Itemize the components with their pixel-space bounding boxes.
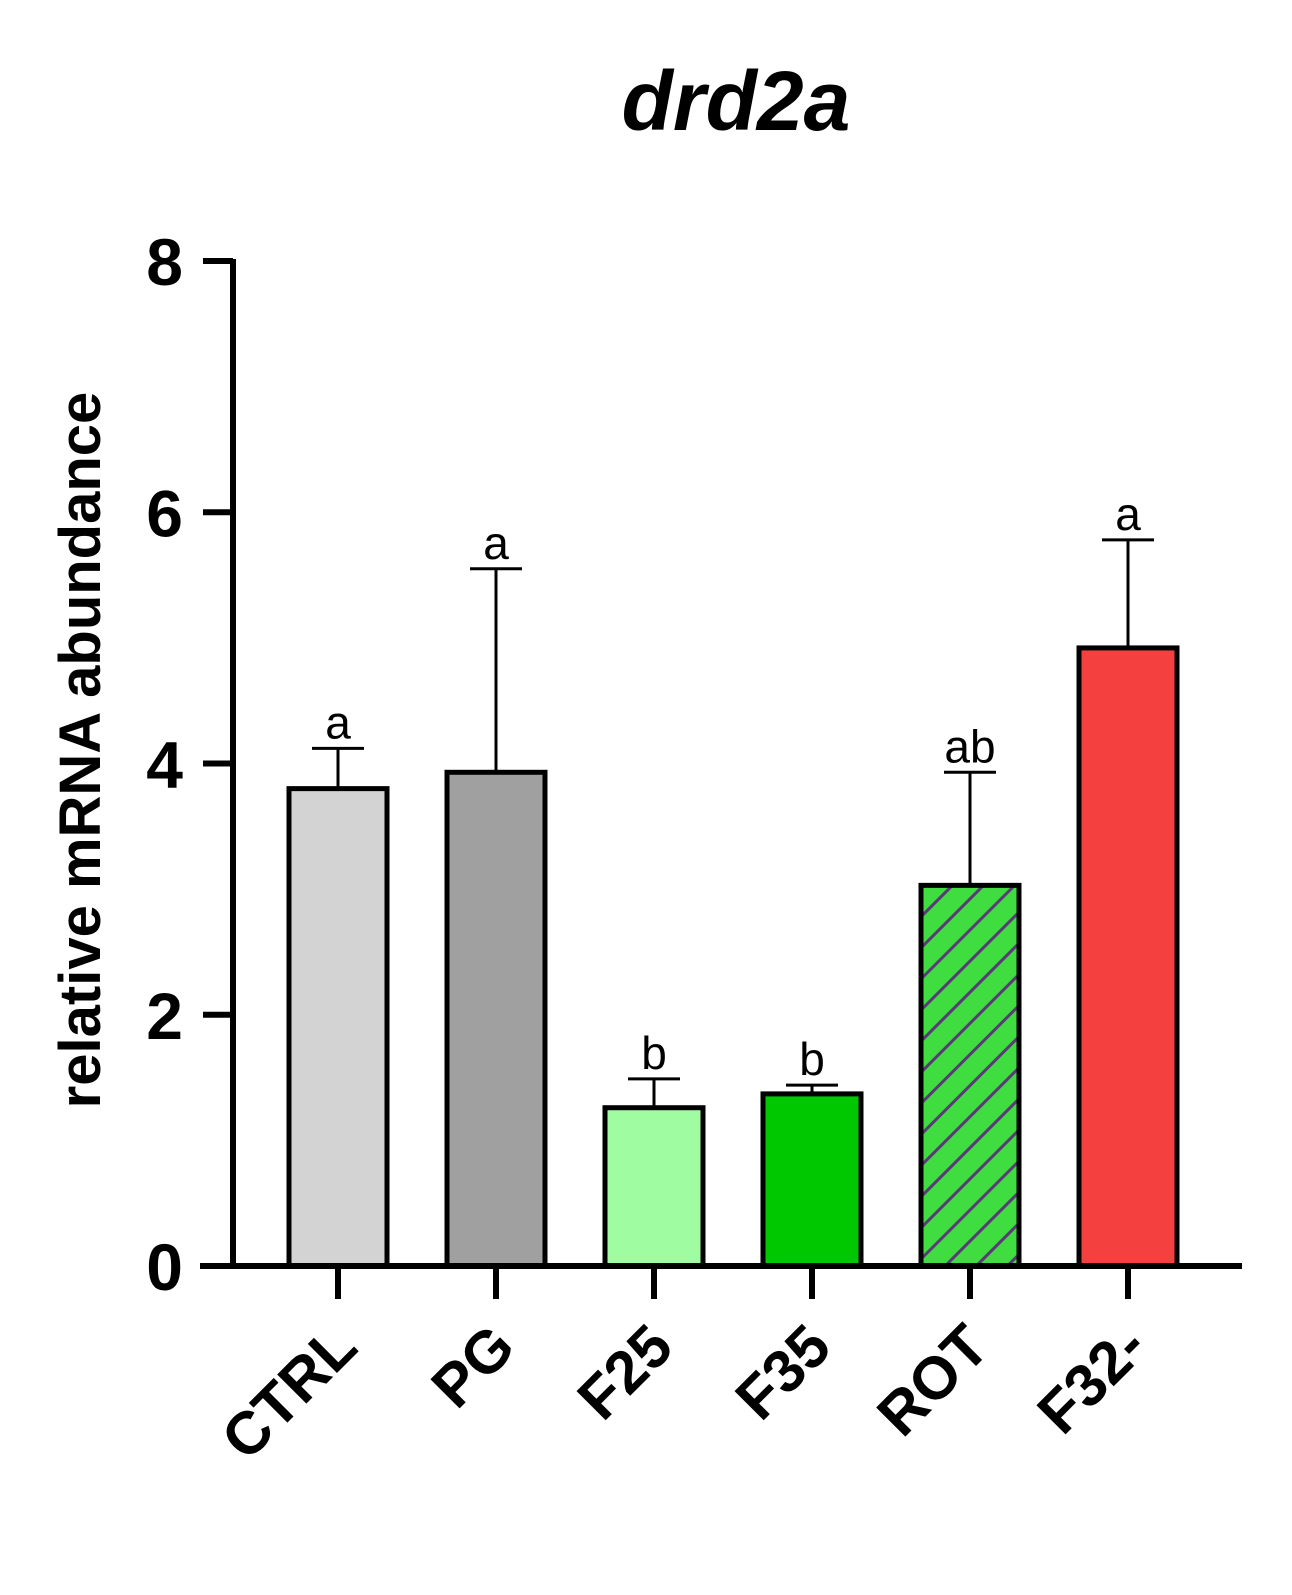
x-tick-label: F32- <box>1025 1312 1160 1447</box>
y-tick-label: 8 <box>146 225 183 299</box>
y-tick-label: 2 <box>146 979 183 1053</box>
significance-label: a <box>1115 488 1141 540</box>
y-tick-label: 4 <box>146 728 183 802</box>
y-tick-label: 0 <box>146 1230 183 1304</box>
x-ticks-layer: CTRL PG F25 F35 ROT F32- <box>209 1266 1159 1472</box>
y-tick-label: 6 <box>146 476 183 550</box>
significance-label: a <box>325 696 351 748</box>
significance-label: ab <box>944 720 995 772</box>
bars-layer <box>286 645 1180 1269</box>
x-tick-label: F25 <box>565 1312 685 1432</box>
bar-f32 <box>1076 645 1180 1269</box>
chart-title: drd2a <box>622 54 851 148</box>
significance-label: a <box>483 517 509 569</box>
x-tick-label: F35 <box>723 1312 843 1432</box>
x-tick-label: ROT <box>864 1312 1001 1449</box>
bar-rot <box>918 882 1022 1269</box>
bar-f35 <box>760 1091 864 1269</box>
x-tick-label: PG <box>419 1312 528 1421</box>
significance-label: b <box>799 1033 825 1085</box>
significance-label: b <box>641 1027 667 1079</box>
y-axis-label: relative mRNA abundance <box>48 392 113 1109</box>
bar-ctrl <box>286 786 390 1269</box>
error-bars-layer <box>312 538 1154 1108</box>
y-ticks-layer: 0 2 4 6 8 <box>146 225 233 1304</box>
bar-pg <box>444 769 548 1269</box>
bar-f25 <box>602 1105 706 1269</box>
x-tick-label: CTRL <box>209 1312 369 1472</box>
